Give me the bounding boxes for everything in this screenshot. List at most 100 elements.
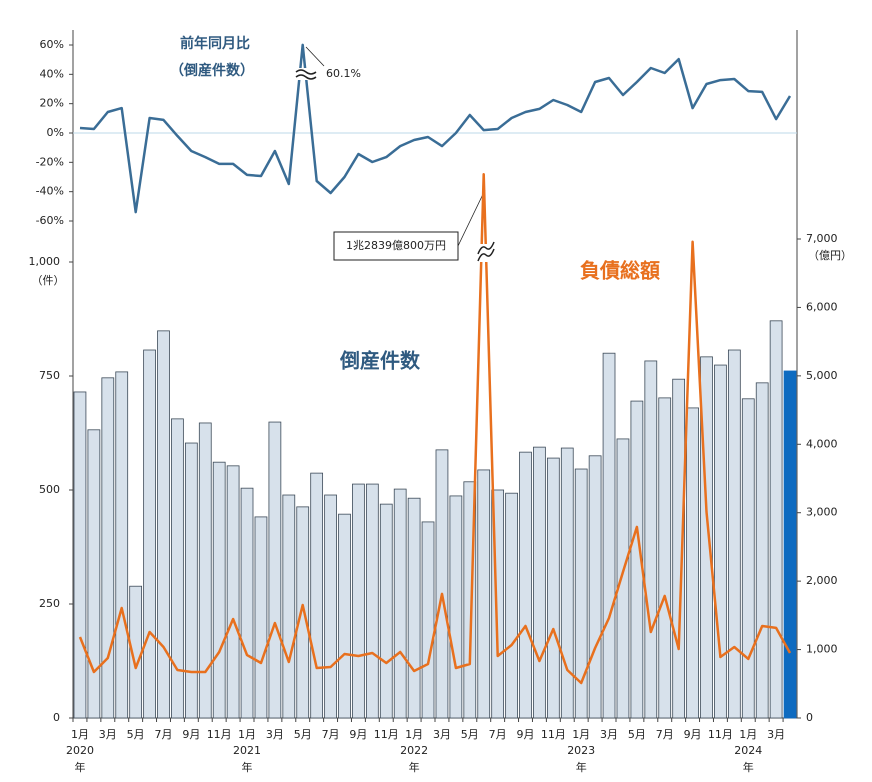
bar xyxy=(477,469,491,719)
x-tick-label: 11月 xyxy=(207,728,232,741)
series-label: 負債総額 xyxy=(580,259,660,283)
bar xyxy=(268,421,282,719)
x-tick-label: 3月 xyxy=(266,728,284,741)
y2-tick-label: 0 xyxy=(806,711,813,724)
y-tick-label: 750 xyxy=(39,369,60,382)
bar xyxy=(546,457,560,719)
bar xyxy=(588,455,602,719)
year-label: 年 xyxy=(743,760,754,774)
x-tick-label: 7月 xyxy=(322,728,340,741)
bar xyxy=(560,447,574,719)
y2-axis-unit: （億円） xyxy=(808,249,852,262)
bar xyxy=(421,521,435,719)
bar xyxy=(157,330,170,719)
bar xyxy=(352,483,365,719)
x-tick-label: 7月 xyxy=(489,728,507,741)
x-tick-label: 1月 xyxy=(405,728,423,741)
y-tick-label: 1,000 xyxy=(29,255,61,268)
bar xyxy=(574,468,588,719)
x-tick-label: 7月 xyxy=(656,728,674,741)
bar xyxy=(143,349,156,719)
y-tick-label: -20% xyxy=(36,155,64,168)
x-tick-label: 5月 xyxy=(294,728,312,741)
bar xyxy=(171,418,184,719)
x-tick-label: 9月 xyxy=(349,728,367,741)
bar xyxy=(714,364,727,719)
bar xyxy=(505,492,518,719)
bar xyxy=(101,377,115,719)
bar xyxy=(184,442,198,719)
bar xyxy=(379,503,393,719)
x-tick-label: 1月 xyxy=(739,728,757,741)
bar xyxy=(533,446,546,719)
bar xyxy=(254,516,268,719)
x-tick-label: 9月 xyxy=(517,728,535,741)
bar xyxy=(519,451,532,719)
chart-subtitle: （倒産件数） xyxy=(170,62,254,79)
bar xyxy=(365,483,379,719)
x-tick-label: 9月 xyxy=(684,728,702,741)
bar xyxy=(658,397,672,719)
y2-tick-label: 6,000 xyxy=(806,300,838,313)
year-label: 2022 xyxy=(400,744,428,757)
annotation-leader xyxy=(305,46,325,67)
year-label: 2024 xyxy=(734,744,762,757)
plot: -60%-40%-20%0%20%40%60%02505007501,00001… xyxy=(29,38,838,774)
bar xyxy=(602,352,616,719)
bar xyxy=(630,400,644,719)
x-tick-label: 5月 xyxy=(127,728,145,741)
x-tick-label: 1月 xyxy=(238,728,256,741)
y-tick-label: 0% xyxy=(47,126,64,139)
x-tick-label: 9月 xyxy=(182,728,200,741)
year-label: 2021 xyxy=(233,744,261,757)
y-tick-label: -40% xyxy=(36,185,64,198)
y-tick-label: 0 xyxy=(53,711,60,724)
bar xyxy=(324,494,337,719)
bar xyxy=(296,506,310,719)
year-label: 年 xyxy=(242,760,253,774)
year-label: 年 xyxy=(576,760,587,774)
year-label: 年 xyxy=(409,760,420,774)
bar xyxy=(198,422,212,719)
bar xyxy=(700,356,713,719)
y2-tick-label: 5,000 xyxy=(806,369,838,382)
line xyxy=(79,43,792,214)
bar xyxy=(727,349,741,719)
bar xyxy=(240,487,254,719)
bar xyxy=(226,465,240,719)
bar xyxy=(393,488,407,719)
y-axis-unit: （件） xyxy=(32,274,65,287)
bar xyxy=(644,360,658,719)
y2-tick-label: 7,000 xyxy=(806,232,838,245)
bar xyxy=(491,489,505,719)
bar xyxy=(212,461,226,719)
year-label: 2020 xyxy=(66,744,94,757)
bar xyxy=(115,371,129,719)
x-tick-label: 11月 xyxy=(374,728,399,741)
annotation: 60.1% xyxy=(326,67,361,80)
y2-tick-label: 2,000 xyxy=(806,574,838,587)
x-tick-label: 5月 xyxy=(461,728,479,741)
y-tick-label: 500 xyxy=(39,483,60,496)
x-tick-label: 3月 xyxy=(767,728,785,741)
x-tick-label: 7月 xyxy=(155,728,173,741)
bar xyxy=(87,429,101,719)
x-tick-label: 3月 xyxy=(99,728,117,741)
y-tick-label: 20% xyxy=(40,97,64,110)
bar xyxy=(463,481,477,719)
y2-tick-label: 4,000 xyxy=(806,437,838,450)
x-tick-label: 3月 xyxy=(600,728,618,741)
year-label: 2023 xyxy=(567,744,595,757)
x-tick-label: 1月 xyxy=(572,728,590,741)
x-tick-label: 3月 xyxy=(433,728,451,741)
bar xyxy=(672,378,686,719)
y2-tick-label: 1,000 xyxy=(806,643,838,656)
x-tick-label: 1月 xyxy=(71,728,89,741)
chart-title: 前年同月比 xyxy=(180,35,250,52)
bar xyxy=(310,472,324,719)
y-tick-label: 250 xyxy=(39,597,60,610)
annotation: 1兆2839億800万円 xyxy=(346,239,446,252)
year-label: 年 xyxy=(74,760,85,774)
x-tick-label: 11月 xyxy=(541,728,566,741)
